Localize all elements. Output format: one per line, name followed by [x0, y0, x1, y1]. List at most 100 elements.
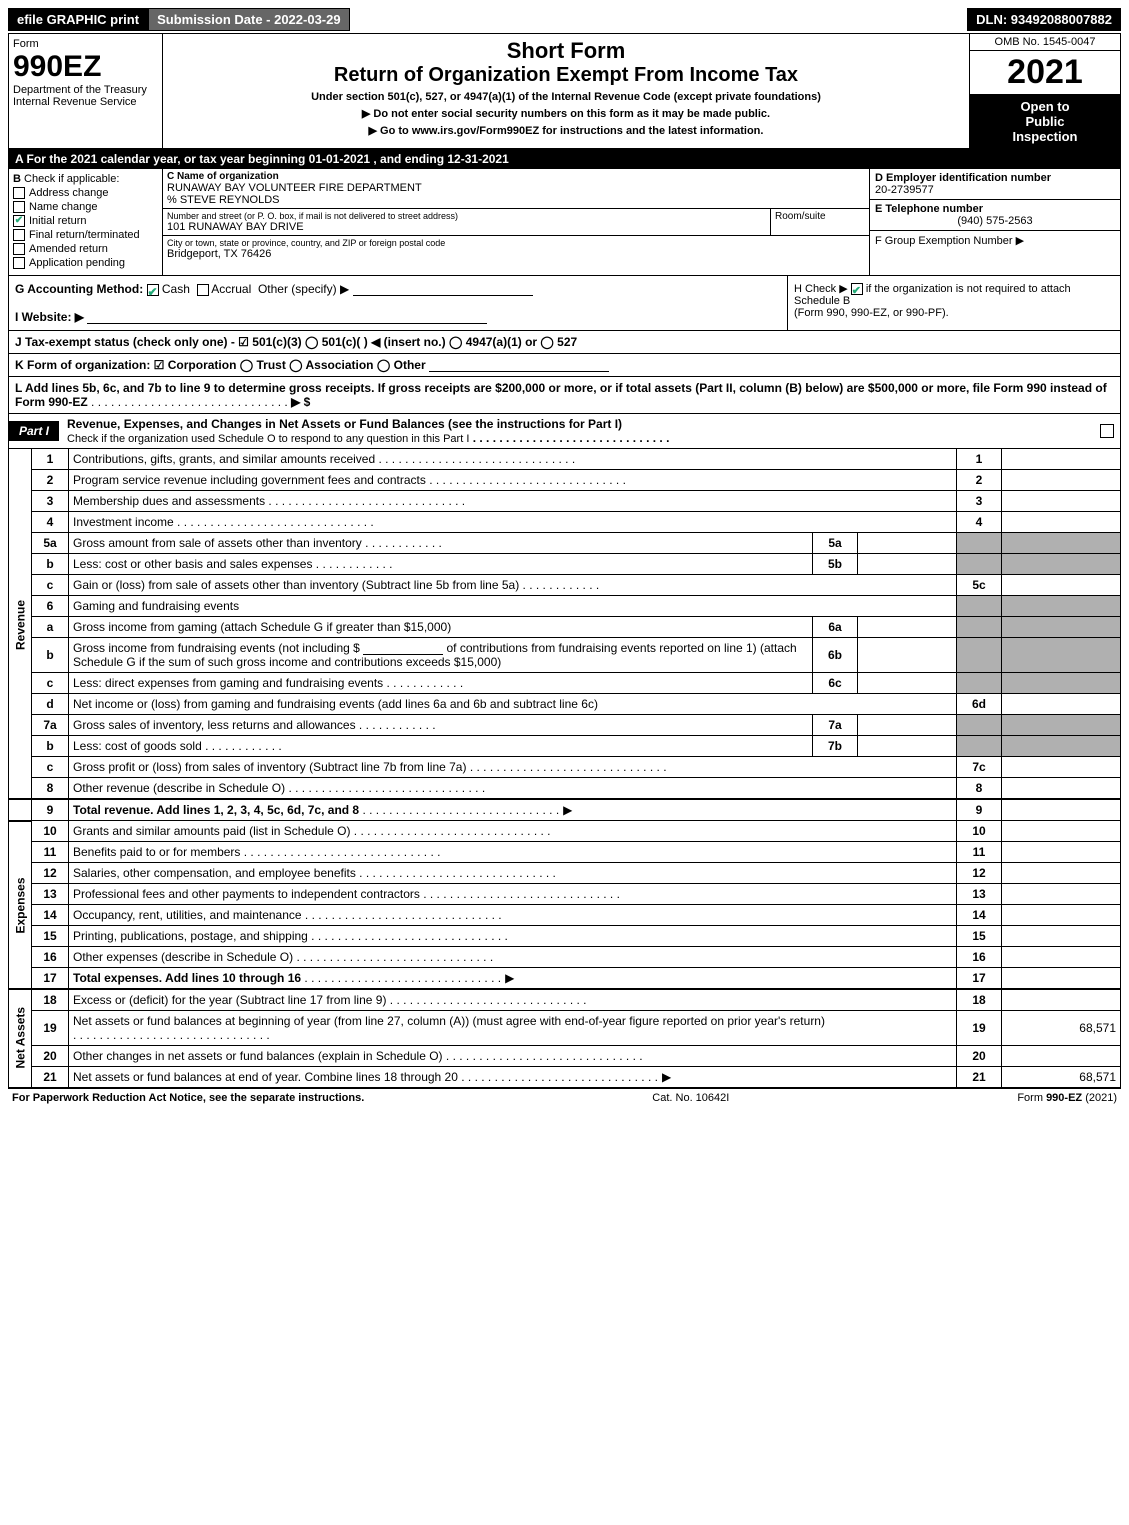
row-k: K Form of organization: ☑ Corporation ◯ …: [9, 354, 1120, 377]
side-revenue: Revenue: [9, 449, 32, 799]
box-b: B Check if applicable: Address change Na…: [9, 169, 163, 275]
rv-6d[interactable]: [1002, 694, 1121, 715]
d-label: D Employer identification number: [875, 172, 1115, 184]
rv-3[interactable]: [1002, 491, 1121, 512]
sv-6a[interactable]: [858, 617, 957, 638]
rv-17[interactable]: [1002, 968, 1121, 990]
goto-link[interactable]: ▶ Go to www.irs.gov/Form990EZ for instru…: [169, 124, 963, 137]
rv-6b-shade: [1002, 638, 1121, 673]
k-other-input[interactable]: [429, 359, 609, 372]
sv-6b[interactable]: [858, 638, 957, 673]
row-l: L Add lines 5b, 6c, and 7b to line 9 to …: [9, 377, 1120, 414]
rv-7c[interactable]: [1002, 757, 1121, 778]
ln-13: 13: [32, 884, 69, 905]
chk-cash[interactable]: [147, 284, 159, 296]
rv-11[interactable]: [1002, 842, 1121, 863]
ln-7a-text: Gross sales of inventory, less returns a…: [73, 718, 356, 732]
side-expenses: Expenses: [9, 821, 32, 990]
chk-final-return[interactable]: Final return/terminated: [13, 229, 158, 241]
rv-20[interactable]: [1002, 1046, 1121, 1067]
website-input[interactable]: [87, 311, 487, 324]
rv-13[interactable]: [1002, 884, 1121, 905]
chk-application-pending[interactable]: Application pending: [13, 257, 158, 269]
efile-tab[interactable]: efile GRAPHIC print: [8, 8, 148, 31]
tax-year: 2021: [970, 51, 1120, 94]
submission-tab: Submission Date - 2022-03-29: [148, 8, 350, 31]
form-number: 990EZ: [13, 50, 158, 84]
open-inspection: Open to Public Inspection: [970, 94, 1120, 148]
rv-5c[interactable]: [1002, 575, 1121, 596]
chk-amended-return[interactable]: Amended return: [13, 243, 158, 255]
ln-6b-amount-input[interactable]: [363, 642, 443, 655]
ln-13-text: Professional fees and other payments to …: [73, 887, 420, 901]
footer-mid: Cat. No. 10642I: [652, 1092, 729, 1104]
sv-6c[interactable]: [858, 673, 957, 694]
omb-number: OMB No. 1545-0047: [970, 34, 1120, 51]
sv-7a[interactable]: [858, 715, 957, 736]
part1-bar: Part I Revenue, Expenses, and Changes in…: [9, 414, 1120, 449]
ln-4-text: Investment income: [73, 515, 174, 529]
ln-7b-text: Less: cost of goods sold: [73, 739, 202, 753]
rv-18[interactable]: [1002, 989, 1121, 1011]
chk-accrual[interactable]: [197, 284, 209, 296]
ln-9-text: Total revenue. Add lines 1, 2, 3, 4, 5c,…: [73, 803, 359, 817]
chk-name-change[interactable]: Name change: [13, 201, 158, 213]
chk-h[interactable]: [851, 283, 863, 295]
footer-left: For Paperwork Reduction Act Notice, see …: [12, 1092, 364, 1104]
rv-1[interactable]: [1002, 449, 1121, 470]
rv-15[interactable]: [1002, 926, 1121, 947]
sv-7b[interactable]: [858, 736, 957, 757]
part1-tag: Part I: [9, 421, 59, 441]
ln-14: 14: [32, 905, 69, 926]
sn-5b: 5b: [813, 554, 858, 575]
sn-6a: 6a: [813, 617, 858, 638]
rn-10: 10: [957, 821, 1002, 842]
part1-checkbox[interactable]: [1100, 424, 1114, 438]
chk-address-change[interactable]: Address change: [13, 187, 158, 199]
box-h: H Check ▶ if the organization is not req…: [787, 276, 1120, 330]
rn-7c: 7c: [957, 757, 1002, 778]
box-c: C Name of organization RUNAWAY BAY VOLUN…: [163, 169, 869, 275]
ln-6b-text-pre: Gross income from fundraising events (no…: [73, 641, 360, 655]
rv-12[interactable]: [1002, 863, 1121, 884]
page-footer: For Paperwork Reduction Act Notice, see …: [8, 1089, 1121, 1107]
sv-5a[interactable]: [858, 533, 957, 554]
rv-8[interactable]: [1002, 778, 1121, 800]
sn-6c: 6c: [813, 673, 858, 694]
rv-2[interactable]: [1002, 470, 1121, 491]
ln-11: 11: [32, 842, 69, 863]
row-gh: G Accounting Method: Cash Accrual Other …: [9, 276, 1120, 331]
ln-18: 18: [32, 989, 69, 1011]
ln-17: 17: [32, 968, 69, 990]
header-mid: Short Form Return of Organization Exempt…: [163, 34, 969, 148]
ln-10-text: Grants and similar amounts paid (list in…: [73, 824, 350, 838]
l-arrow: ▶ $: [291, 395, 310, 409]
ln-6-text: Gaming and fundraising events: [69, 596, 957, 617]
ln-19: 19: [32, 1011, 69, 1046]
form-header: Form 990EZ Department of the Treasury In…: [9, 34, 1120, 149]
i-label: I Website: ▶: [15, 310, 84, 324]
rn-2: 2: [957, 470, 1002, 491]
g-accrual: Accrual: [211, 282, 251, 296]
street-label: Number and street (or P. O. box, if mail…: [167, 211, 766, 221]
g-other-input[interactable]: [353, 283, 533, 296]
rv-10[interactable]: [1002, 821, 1121, 842]
rv-14[interactable]: [1002, 905, 1121, 926]
ln-18-text: Excess or (deficit) for the year (Subtra…: [73, 993, 386, 1007]
rn-13: 13: [957, 884, 1002, 905]
identity-section: B Check if applicable: Address change Na…: [9, 169, 1120, 276]
rv-9[interactable]: [1002, 799, 1121, 821]
header-left: Form 990EZ Department of the Treasury In…: [9, 34, 163, 148]
ln-4: 4: [32, 512, 69, 533]
rv-16[interactable]: [1002, 947, 1121, 968]
b-label: B: [13, 173, 21, 185]
ln-7a: 7a: [32, 715, 69, 736]
sv-5b[interactable]: [858, 554, 957, 575]
phone-value: (940) 575-2563: [875, 215, 1115, 227]
rn-7a-shade: [957, 715, 1002, 736]
arrow-icon: [501, 971, 518, 985]
rn-18: 18: [957, 989, 1002, 1011]
chk-initial-return[interactable]: Initial return: [13, 215, 158, 227]
rv-4[interactable]: [1002, 512, 1121, 533]
main-title: Return of Organization Exempt From Incom…: [169, 64, 963, 87]
